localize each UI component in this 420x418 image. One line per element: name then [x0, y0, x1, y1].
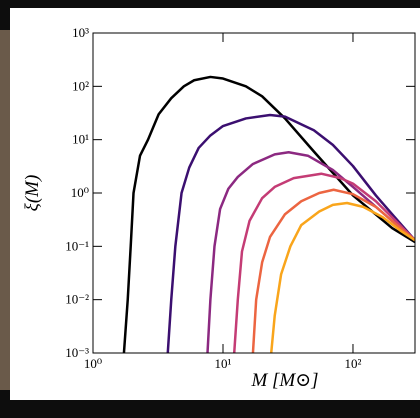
x-axis-label: M [M⊙]: [250, 370, 318, 391]
background-strip: [0, 30, 10, 390]
series-line: [251, 188, 415, 353]
y-tick-label: 10⁻³: [65, 345, 89, 360]
plot-lines: [122, 75, 415, 353]
y-axis-label: ξ(M): [22, 175, 43, 212]
series-line: [269, 201, 415, 353]
y-tick-label: 10⁻²: [65, 292, 89, 307]
y-tick-label: 10³: [72, 25, 89, 40]
y-tick-label: 10⁻¹: [65, 238, 89, 253]
x-tick-label: 10¹: [215, 356, 232, 371]
x-tick-label: 10⁰: [84, 356, 102, 371]
x-tick-label: 10²: [345, 356, 362, 371]
series-line: [122, 75, 415, 353]
y-tick-label: 10⁰: [71, 185, 89, 200]
y-tick-label: 10²: [72, 78, 89, 93]
plot-border: [92, 32, 416, 354]
y-tick-label: 10¹: [72, 132, 89, 147]
panel: [10, 8, 420, 400]
series-line: [232, 172, 415, 353]
series-line: [206, 151, 415, 353]
series-line: [166, 113, 415, 353]
